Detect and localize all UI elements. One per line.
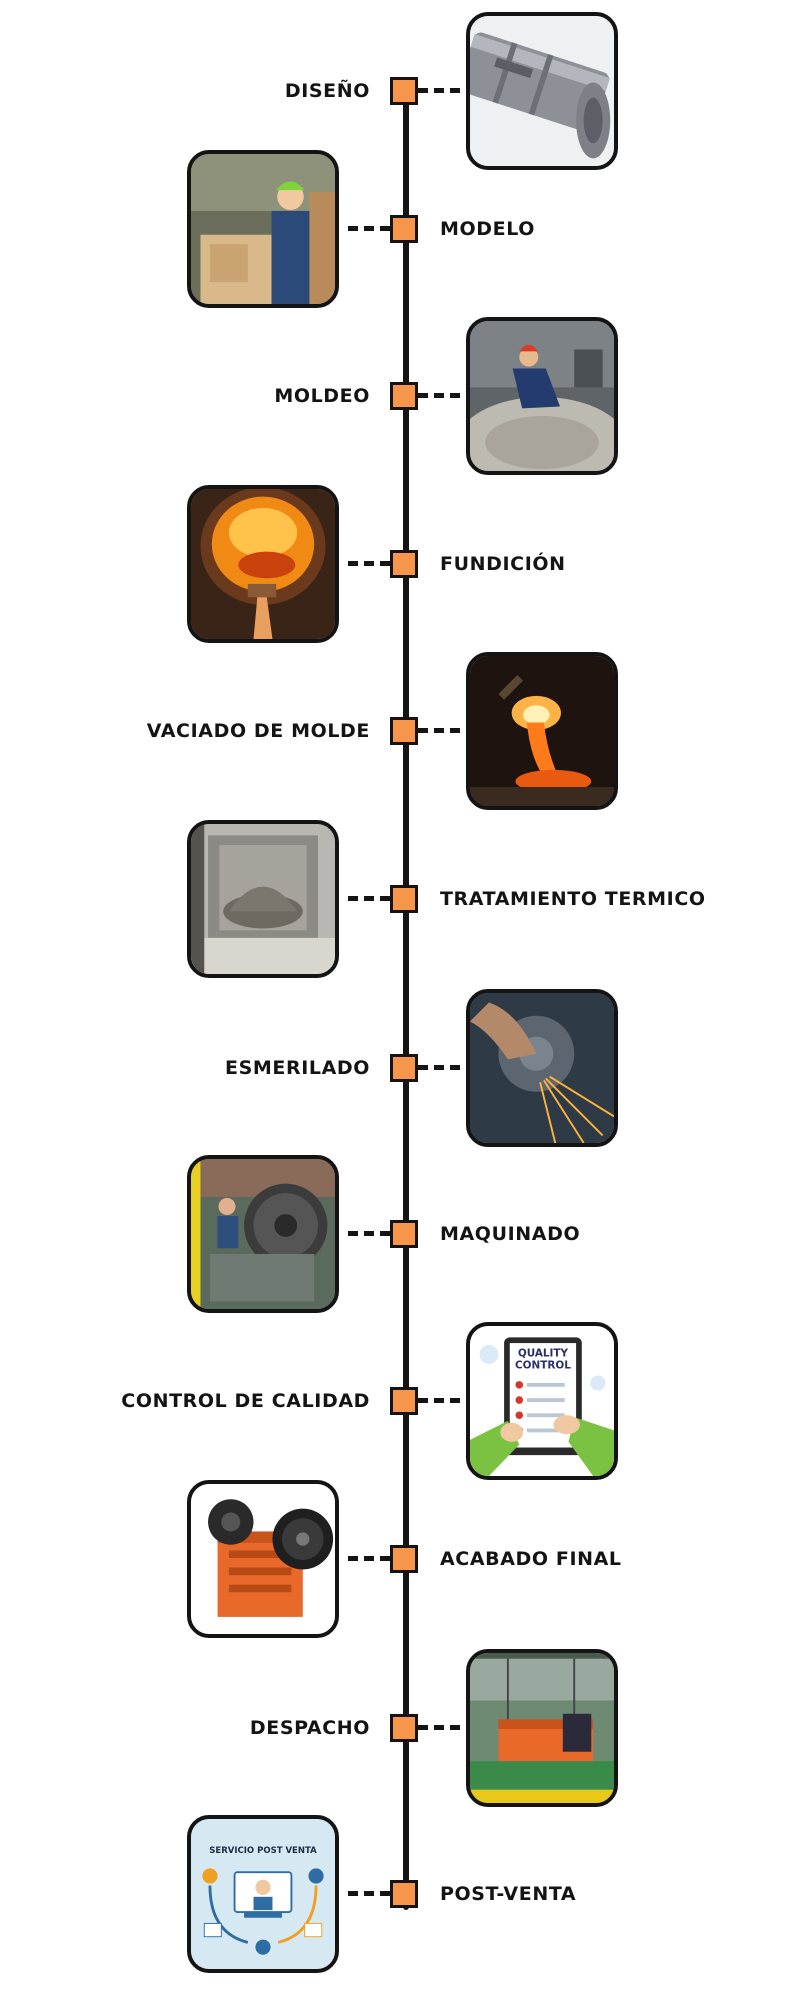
step-marker xyxy=(390,77,418,105)
step-label: ACABADO FINAL xyxy=(440,1548,622,1570)
step-photo-quality-control: QUALITY CONTROL xyxy=(466,1322,618,1480)
step-marker xyxy=(390,215,418,243)
step-marker xyxy=(390,1054,418,1082)
step-photo-furnace xyxy=(187,485,339,643)
step-photo-heat-treatment xyxy=(187,820,339,978)
timeline-spine xyxy=(403,85,409,1910)
dashed-connector xyxy=(418,728,460,733)
dashed-connector xyxy=(348,226,390,231)
qc-title-line-2: CONTROL xyxy=(515,1360,571,1372)
dashed-connector xyxy=(348,1231,390,1236)
post-venta-image-title: SERVICIO POST VENTA xyxy=(209,1846,317,1856)
step-marker xyxy=(390,1387,418,1415)
step-marker xyxy=(390,885,418,913)
step-label: ESMERILADO xyxy=(225,1057,370,1079)
qc-title-line-1: QUALITY xyxy=(518,1347,569,1359)
dashed-connector xyxy=(418,1065,460,1070)
step-photo-molding xyxy=(466,317,618,475)
step-photo-final-finish xyxy=(187,1480,339,1638)
step-label: CONTROL DE CALIDAD xyxy=(121,1390,370,1412)
step-label: VACIADO DE MOLDE xyxy=(146,720,370,742)
step-marker xyxy=(390,717,418,745)
step-marker xyxy=(390,1545,418,1573)
dashed-connector xyxy=(348,1556,390,1561)
step-photo-pouring xyxy=(466,652,618,810)
dashed-connector xyxy=(348,896,390,901)
step-label: MAQUINADO xyxy=(440,1223,581,1245)
step-photo-design-render xyxy=(466,12,618,170)
step-marker xyxy=(390,550,418,578)
step-marker xyxy=(390,1880,418,1908)
step-marker xyxy=(390,382,418,410)
dashed-connector xyxy=(348,561,390,566)
step-photo-dispatch xyxy=(466,1649,618,1807)
dashed-connector xyxy=(418,1398,460,1403)
step-marker xyxy=(390,1220,418,1248)
step-label: FUNDICIÓN xyxy=(440,553,566,575)
step-marker xyxy=(390,1714,418,1742)
step-photo-after-sales-service: SERVICIO POST VENTA xyxy=(187,1815,339,1973)
dashed-connector xyxy=(418,1725,460,1730)
dashed-connector xyxy=(418,393,460,398)
dashed-connector xyxy=(348,1891,390,1896)
step-label: TRATAMIENTO TERMICO xyxy=(440,888,706,910)
step-label: MODELO xyxy=(440,218,535,240)
step-label: POST-VENTA xyxy=(440,1883,577,1905)
step-photo-grinding xyxy=(466,989,618,1147)
step-label: DESPACHO xyxy=(249,1717,370,1739)
dashed-connector xyxy=(418,88,460,93)
step-photo-pattern-making xyxy=(187,150,339,308)
step-photo-machining xyxy=(187,1155,339,1313)
step-label: DISEÑO xyxy=(284,80,370,102)
step-label: MOLDEO xyxy=(274,385,370,407)
